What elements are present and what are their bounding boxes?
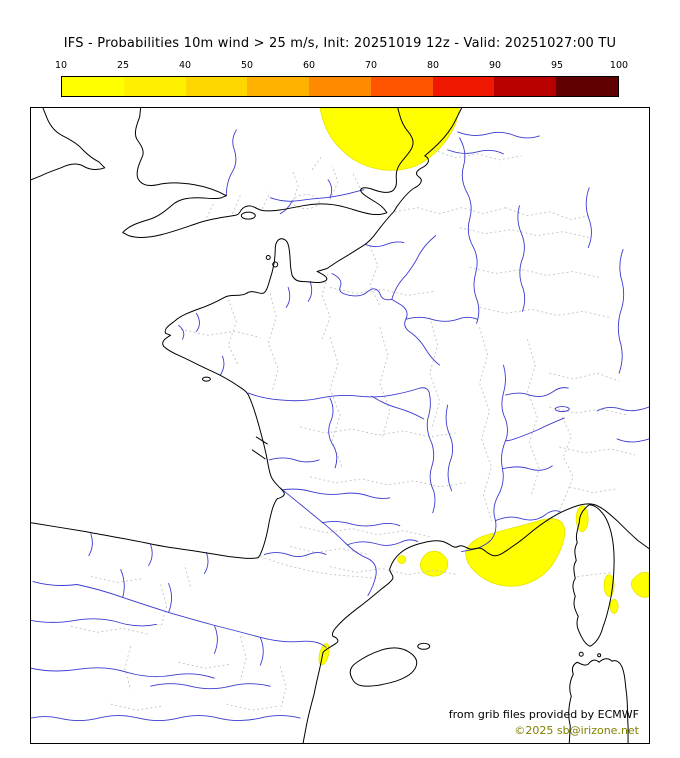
legend-tick: 90 (488, 60, 502, 71)
rivers-france (178, 137, 569, 596)
coast-belle-ile (201, 376, 211, 382)
map-svg (31, 108, 649, 743)
rivers-northeast (447, 131, 649, 443)
legend-bar (61, 76, 619, 97)
admin-boundaries (70, 149, 636, 711)
coast-channel-island-2 (272, 261, 279, 268)
admin-boundaries-england (206, 155, 361, 218)
legend-tick: 10 (54, 60, 68, 71)
coastlines (31, 108, 649, 743)
legend-segment (370, 77, 433, 96)
coast-continent-atlantic (31, 108, 463, 559)
legend-ticks: 10 25 40 50 60 70 80 90 95 100 (55, 60, 628, 73)
probability-areas (318, 108, 649, 666)
legend-segment (556, 77, 619, 96)
coast-bonifacio-islet-2 (597, 653, 602, 658)
legend-tick: 70 (364, 60, 378, 71)
legend-segment (247, 77, 310, 96)
prob-area-spot (397, 555, 407, 564)
legend-segment (62, 77, 124, 96)
coast-continent-mediterranean (302, 503, 649, 743)
rivers-england (225, 129, 365, 215)
coast-bonifacio-islet-1 (578, 651, 584, 657)
prob-area-west-gulf (419, 550, 449, 577)
coast-isle-of-wight (240, 211, 256, 220)
legend-tick: 100 (609, 60, 629, 71)
prob-area-corsica-east-2 (609, 599, 619, 614)
prob-area-north-sea (319, 108, 461, 171)
legend-segment (123, 77, 186, 96)
legend-tick: 40 (178, 60, 192, 71)
map-title: IFS - Probabilities 10m wind > 25 m/s, I… (63, 36, 617, 51)
rivers (31, 129, 649, 722)
legend-tick: 95 (550, 60, 564, 71)
coast-sardinia (568, 658, 629, 743)
prob-area-gulf-of-lion (465, 518, 566, 587)
legend-tick: 25 (116, 60, 130, 71)
map-canvas: from grib files provided by ECMWF ©2025 … (30, 107, 650, 744)
legend-tick: 80 (426, 60, 440, 71)
legend-segment (494, 77, 557, 96)
rivers-spain (31, 533, 327, 722)
coast-channel-island-1 (265, 255, 271, 261)
coast-great-britain (122, 108, 414, 238)
coast-mallorca (349, 647, 418, 687)
admin-boundaries-spain (70, 564, 287, 711)
copyright-irizone: ©2025 sb@irizone.net (514, 724, 639, 737)
admin-boundaries-national (260, 149, 620, 579)
attribution-ecmwf: from grib files provided by ECMWF (448, 708, 639, 721)
lake-geneva (554, 406, 570, 412)
legend-tick: 50 (240, 60, 254, 71)
legend-segment (309, 77, 371, 96)
prob-area-tyrrhenian-edge (630, 571, 649, 598)
prob-area-cap-corse (575, 505, 589, 533)
admin-boundaries-france (180, 227, 636, 577)
legend-tick: 60 (302, 60, 316, 71)
coast-ireland (31, 108, 106, 181)
coast-corsica (572, 504, 615, 647)
london-urban-area (292, 194, 320, 210)
legend-segment (185, 77, 248, 96)
coast-menorca (417, 642, 431, 650)
coast-re-oleron (251, 436, 268, 460)
legend-segment (432, 77, 495, 96)
